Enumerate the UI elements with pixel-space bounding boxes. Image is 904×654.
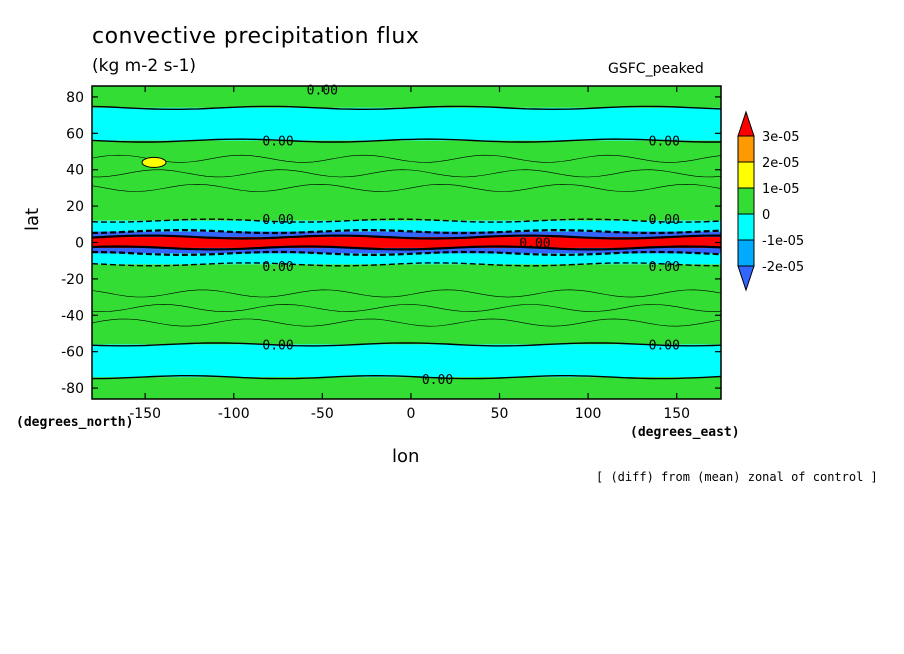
y-tick-label-4: 0 <box>75 236 84 252</box>
contour-label-10: 0.00 <box>519 237 550 252</box>
contour-label-5: 0.00 <box>262 260 293 275</box>
band-5 <box>92 237 721 248</box>
colorbar-box-4 <box>737 239 755 267</box>
y-tick-label-7: -60 <box>61 345 84 361</box>
colorbar-box-0 <box>737 135 755 163</box>
contour-line-8 <box>91 342 722 347</box>
comparison-note: [ (diff) from (mean) zonal of control ] <box>596 470 878 484</box>
band-7 <box>92 253 721 265</box>
x-tick-label-3: 0 <box>406 406 415 422</box>
chart-units-subtitle: (kg m-2 s-1) <box>92 56 197 76</box>
contour-line-7 <box>91 262 722 267</box>
colorbar-level-4: -1e-05 <box>762 234 804 249</box>
contour-label-4: 0.00 <box>649 213 680 228</box>
colorbar-level-0: 3e-05 <box>762 130 800 145</box>
contour-label-8: 0.00 <box>649 338 680 353</box>
x-tick-label-6: 150 <box>663 406 690 422</box>
y-tick-label-0: 80 <box>66 90 84 106</box>
band-0 <box>92 86 721 108</box>
yellow-patch <box>141 156 167 168</box>
chart-title: convective precipitation flux <box>92 24 420 49</box>
band-2 <box>92 140 721 221</box>
colorbar-box-3 <box>737 213 755 241</box>
contour-line-0 <box>91 105 722 111</box>
x-tick-label-0: -150 <box>129 406 161 422</box>
band-1 <box>92 107 721 141</box>
colorbar-level-1: 2e-05 <box>762 156 800 171</box>
y-tick-label-5: -20 <box>61 272 84 288</box>
band-6 <box>92 247 721 254</box>
contour-line-3 <box>91 228 722 235</box>
contour-label-2: 0.00 <box>649 135 680 150</box>
band-3 <box>92 220 721 232</box>
contour-label-9: 0.00 <box>422 373 453 388</box>
contour-label-7: 0.00 <box>262 338 293 353</box>
colorbar-box-2 <box>737 187 755 215</box>
thin-contour-1 <box>92 169 722 178</box>
contour-line-2 <box>91 218 722 223</box>
colorbar-box-1 <box>737 161 755 189</box>
thin-contour-0 <box>91 183 722 192</box>
colorbar-level-3: 0 <box>762 208 770 223</box>
colorbar-bottom-arrow <box>737 265 755 292</box>
contour-label-6: 0.00 <box>649 260 680 275</box>
x-tick-label-1: -100 <box>218 406 250 422</box>
y-tick-label-3: 20 <box>66 199 84 215</box>
colorbar-top-arrow <box>737 110 755 137</box>
case-label: GSFC_peaked <box>608 61 704 77</box>
x-axis-label: lon <box>392 446 420 467</box>
x-axis-units: (degrees_east) <box>630 425 740 440</box>
y-tick-label-6: -40 <box>61 308 84 324</box>
thin-contour-4 <box>91 304 722 312</box>
contour-line-1 <box>91 138 721 143</box>
contour-line-4 <box>91 234 721 240</box>
contour-label-1: 0.00 <box>262 135 293 150</box>
colorbar-level-2: 1e-05 <box>762 182 800 197</box>
thin-contour-2 <box>91 154 722 163</box>
thin-contour-5 <box>91 318 722 327</box>
contour-label-3: 0.00 <box>262 213 293 228</box>
x-tick-label-4: 50 <box>491 406 509 422</box>
y-tick-label-1: 60 <box>66 126 84 142</box>
thin-contour-3 <box>91 289 722 298</box>
x-tick-label-5: 100 <box>575 406 602 422</box>
contour-line-5 <box>91 245 722 251</box>
contour-line-9 <box>92 374 722 380</box>
colorbar-level-5: -2e-05 <box>762 260 804 275</box>
band-9 <box>92 344 721 378</box>
contour-line-6 <box>91 250 722 257</box>
band-4 <box>92 231 721 238</box>
y-tick-label-2: 40 <box>66 163 84 179</box>
x-tick-label-2: -50 <box>311 406 334 422</box>
y-tick-label-8: -80 <box>61 381 84 397</box>
y-axis-units: (degrees_north) <box>16 415 134 430</box>
band-10 <box>92 377 721 399</box>
